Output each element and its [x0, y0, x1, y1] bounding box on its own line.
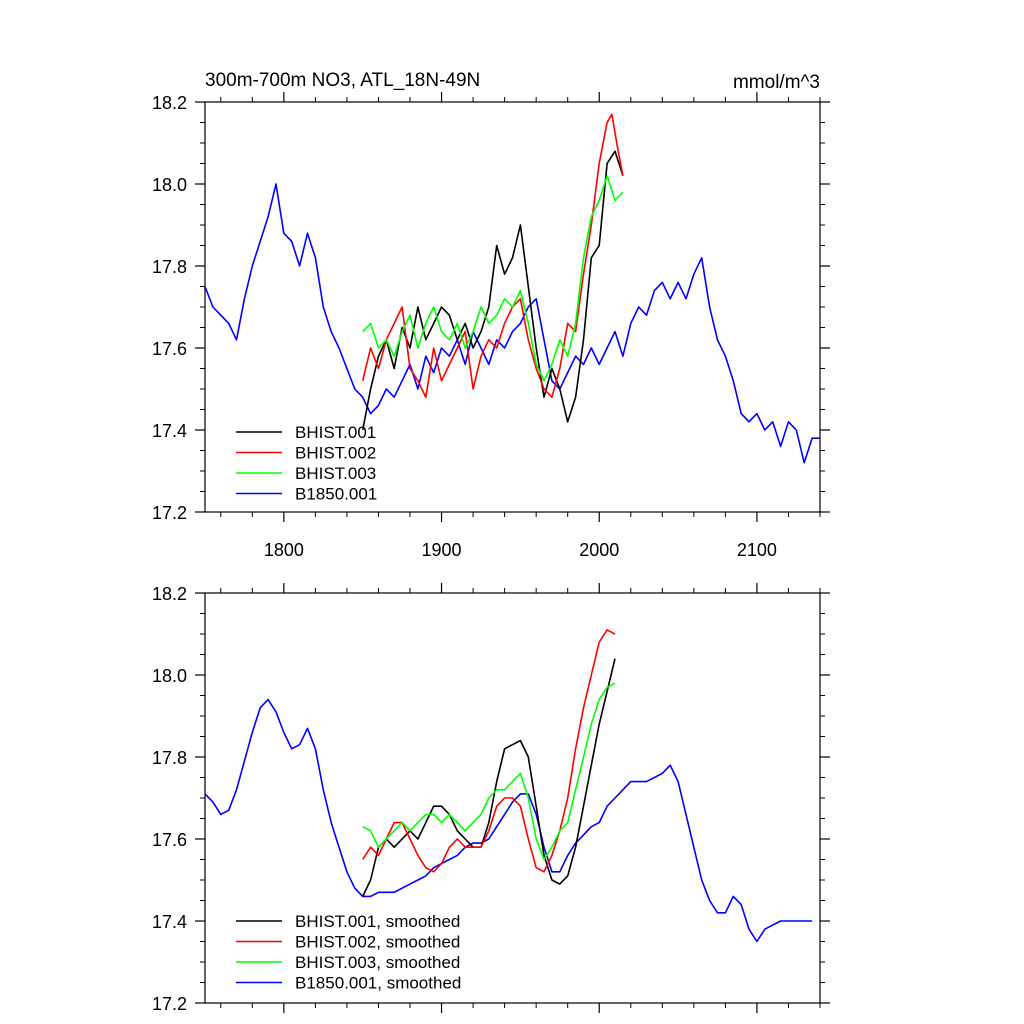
y-tick-label: 18.2 [152, 584, 187, 604]
series-line-bhist-003 [362, 175, 624, 382]
y-tick-label: 18.0 [152, 175, 187, 195]
y-tick-label: 18.2 [152, 93, 187, 113]
legend-label: B1850.001 [295, 485, 377, 504]
y-tick-label: 17.2 [152, 994, 187, 1014]
y-tick-label: 17.6 [152, 830, 187, 850]
y-tick-label: 17.4 [152, 421, 187, 441]
series-line-b1850-001-smoothed [204, 698, 813, 943]
y-tick-label: 17.8 [152, 748, 187, 768]
units-label: mmol/m^3 [733, 72, 820, 93]
y-tick-label: 17.2 [152, 503, 187, 523]
legend-label: BHIST.001 [295, 423, 376, 442]
legend-label: BHIST.001, smoothed [295, 912, 460, 931]
x-tick-label: 1800 [264, 540, 304, 560]
legend-label: B1850.001, smoothed [295, 974, 461, 993]
chart-title: 300m-700m NO3, ATL_18N-49N [205, 70, 480, 91]
series-line-bhist-002-smoothed [362, 629, 616, 873]
series-line-b1850-001 [204, 183, 820, 464]
bottom-legend: BHIST.001, smoothed BHIST.002, smoothedBH… [236, 912, 461, 993]
legend-label: BHIST.003 [295, 464, 376, 483]
y-tick-label: 17.8 [152, 257, 187, 277]
series-line-bhist-001 [361, 150, 624, 431]
top-panel: 300m-700m NO3, ATL_18N-49N mmol/m^3 17.2… [152, 70, 830, 560]
x-tick-label: 1900 [422, 540, 462, 560]
x-tick-label: 2000 [579, 540, 619, 560]
x-tick-label: 2100 [737, 540, 777, 560]
y-tick-label: 17.4 [152, 912, 187, 932]
series-line-bhist-003-smoothed [362, 682, 616, 861]
bottom-panel: 17.2 17.4 17.6 17.8 18.0 18.2 BHIST.001, smoo… [152, 583, 830, 1014]
legend-label: BHIST.002, smoothed [295, 933, 460, 952]
legend-label: BHIST.002 [295, 444, 376, 463]
y-tick-label: 17.6 [152, 339, 187, 359]
legend-label: BHIST.003, smoothed [295, 953, 460, 972]
y-tick-label: 18.0 [152, 666, 187, 686]
top-plot-area: 17.2 17.4 17.6 17.8 18.0 18.2 1800 1900 2000 2100 [152, 92, 830, 560]
bottom-plot-area: 17.2 17.4 17.6 17.8 18.0 18.2 [152, 583, 830, 1014]
series-line-bhist-002 [361, 113, 624, 399]
series-line-bhist-001-smoothed [361, 658, 616, 897]
